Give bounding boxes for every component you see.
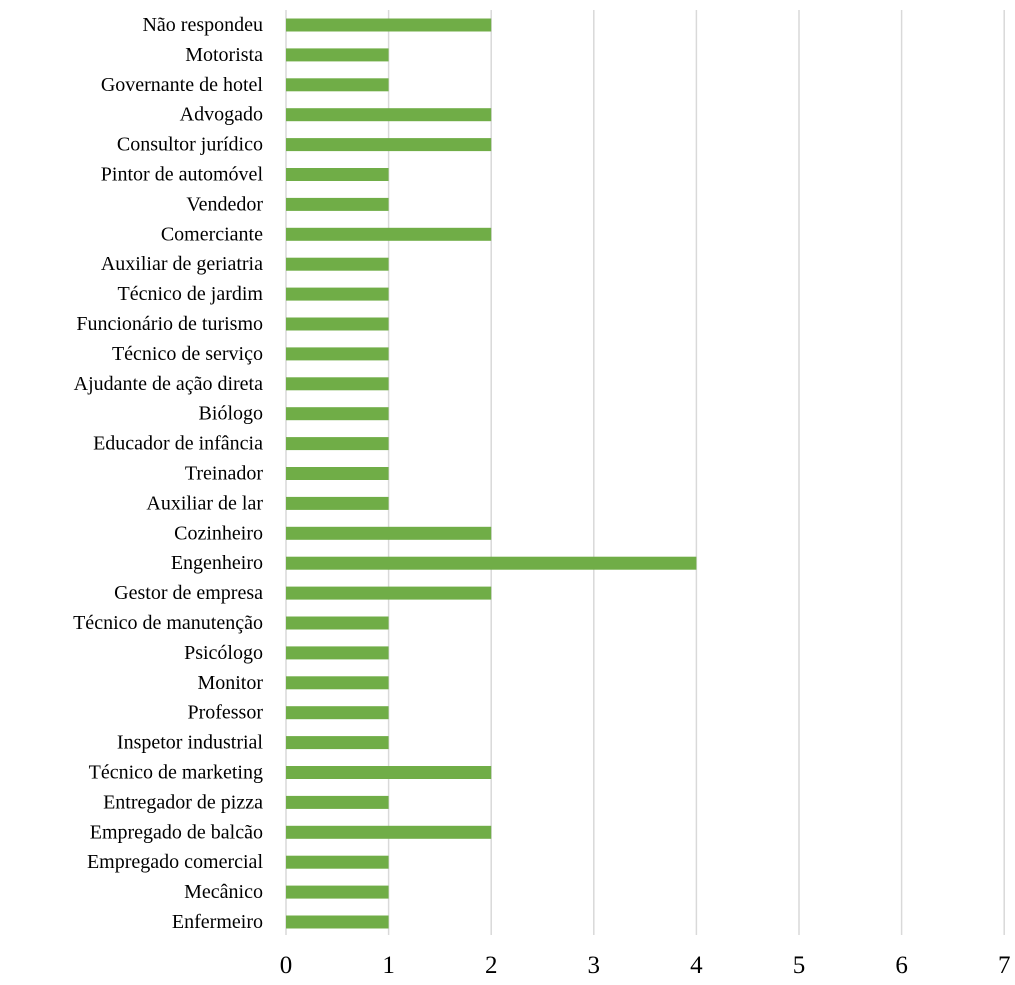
bar — [286, 197, 389, 211]
category-label: Enfermeiro — [172, 911, 263, 933]
category-label: Educador de infância — [93, 433, 263, 455]
bar — [286, 437, 389, 451]
category-label: Entregador de pizza — [103, 791, 263, 813]
bar — [286, 556, 697, 570]
bar — [286, 227, 492, 241]
bar — [286, 885, 389, 899]
bar — [286, 377, 389, 391]
category-label: Treinador — [185, 463, 263, 485]
category-label: Técnico de serviço — [112, 343, 263, 365]
bar — [286, 407, 389, 421]
bar — [286, 138, 492, 152]
bar — [286, 48, 389, 62]
x-tick-labels: 0 1 2 3 4 5 6 7 — [280, 952, 1011, 979]
bar — [286, 766, 492, 779]
gridlines — [285, 10, 1005, 935]
bar — [286, 317, 389, 331]
bars — [286, 18, 697, 929]
bar — [286, 347, 389, 361]
category-label: Empregado de balcão — [90, 821, 263, 843]
bar — [286, 855, 389, 869]
category-label: Governante de hotel — [101, 74, 264, 96]
category-label: Inspetor industrial — [117, 732, 264, 754]
category-label: Consultor jurídico — [117, 134, 263, 156]
category-label: Engenheiro — [171, 552, 263, 574]
category-label: Psicólogo — [184, 642, 263, 664]
category-label: Auxiliar de lar — [146, 492, 263, 514]
category-label: Auxiliar de geriatria — [101, 253, 263, 275]
bar — [286, 736, 389, 750]
x-tick-label: 4 — [690, 952, 703, 979]
x-tick-label: 5 — [793, 952, 806, 979]
category-label: Não respondeu — [142, 14, 263, 36]
bar — [286, 108, 492, 122]
bar — [286, 616, 389, 630]
x-tick-label: 6 — [895, 952, 908, 979]
bar — [286, 467, 389, 480]
category-label: Ajudante de ação direta — [74, 373, 263, 395]
bar — [286, 18, 492, 32]
category-label: Funcionário de turismo — [76, 313, 263, 335]
category-labels: Não respondeu Motorista Governante de hote… — [73, 14, 263, 933]
x-tick-label: 3 — [588, 952, 601, 979]
bar — [286, 825, 492, 839]
category-label: Professor — [187, 702, 263, 724]
bar — [286, 706, 389, 720]
category-label: Empregado comercial — [87, 851, 263, 873]
category-label: Cozinheiro — [174, 522, 263, 544]
bar — [286, 915, 389, 929]
category-label: Técnico de jardim — [118, 283, 264, 305]
bar — [286, 257, 389, 271]
bar — [286, 168, 389, 181]
category-label: Monitor — [197, 672, 263, 694]
category-label: Mecânico — [184, 881, 263, 903]
x-tick-label: 7 — [998, 952, 1011, 979]
x-tick-label: 0 — [280, 952, 293, 979]
category-label: Motorista — [185, 44, 263, 66]
bar — [286, 676, 389, 690]
category-label: Gestor de empresa — [114, 582, 263, 604]
bar — [286, 646, 389, 660]
category-label: Vendedor — [186, 193, 263, 215]
x-tick-label: 1 — [382, 952, 395, 979]
bar — [286, 586, 492, 600]
category-label: Técnico de marketing — [89, 762, 263, 784]
x-tick-label: 2 — [485, 952, 498, 979]
bar — [286, 526, 492, 540]
bar — [286, 78, 389, 92]
category-label: Pintor de automóvel — [101, 164, 264, 186]
category-label: Advogado — [180, 104, 263, 126]
category-label: Biólogo — [199, 403, 263, 425]
category-label: Técnico de manutenção — [73, 612, 263, 634]
bar — [286, 496, 389, 510]
bar — [286, 287, 389, 301]
category-label: Comerciante — [161, 223, 263, 245]
bar — [286, 795, 389, 809]
